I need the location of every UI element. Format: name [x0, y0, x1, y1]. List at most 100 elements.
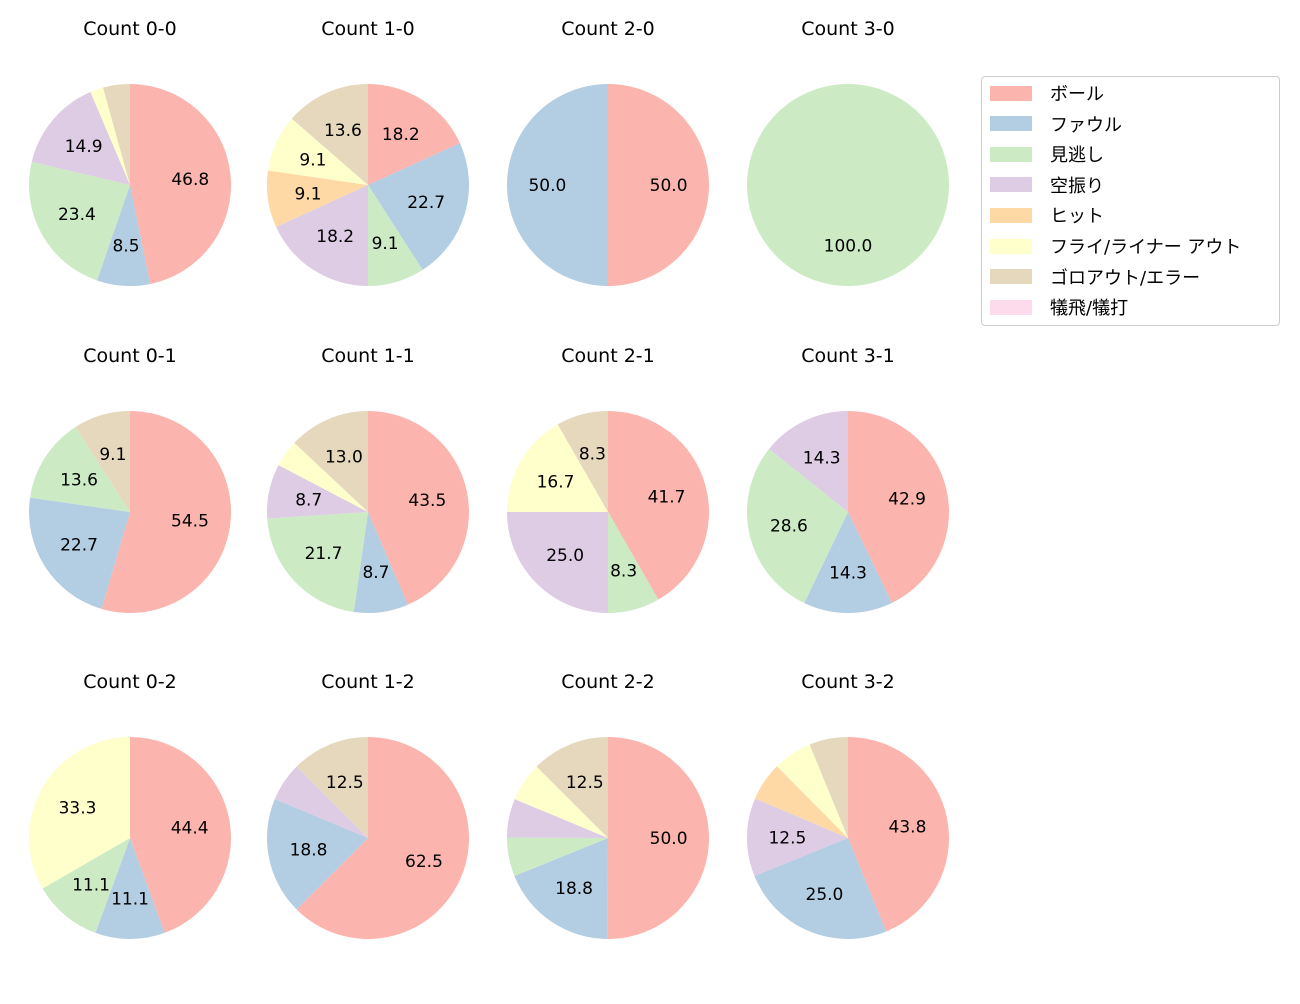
slice-label: 18.2: [316, 227, 354, 247]
pie-slice: [267, 512, 368, 612]
pie-title: Count 2-1: [561, 345, 655, 367]
slice-label: 9.1: [294, 185, 321, 205]
legend-label: ファウル: [1050, 114, 1122, 136]
pie-slice: [276, 185, 368, 286]
pie-slice: [353, 512, 408, 613]
pie-slice: [368, 185, 423, 286]
legend-swatch: [990, 207, 1032, 223]
slice-label: 8.7: [295, 490, 322, 510]
pie-chart: Count 1-2 62.5 18.8 12.5: [267, 671, 469, 940]
pie-slice: [75, 411, 130, 512]
legend-label: ボール: [1050, 84, 1104, 105]
pie-slice: [28, 737, 130, 889]
pie-slice: [776, 744, 848, 838]
pie-slice: [507, 84, 608, 286]
pie-slice: [608, 410, 709, 600]
pie-slice: [848, 737, 949, 932]
pie-chart: Count 0-1 54.5 22.7 13.69.1: [28, 345, 231, 613]
pie-title: Count 2-0: [561, 18, 655, 40]
legend-item: 見逃し: [990, 144, 1104, 167]
pie-slice: [103, 84, 130, 185]
pie-chart: Count 0-2 44.4 11.111.1 33.3: [28, 671, 231, 939]
legend-label: 見逃し: [1050, 145, 1104, 167]
slice-label: 8.3: [579, 444, 606, 464]
legend-item: フライ/ライナー アウト: [990, 236, 1241, 258]
slice-label: 13.6: [324, 121, 362, 141]
legend-label: 犠飛/犠打: [1050, 298, 1129, 320]
pie-title: Count 1-0: [321, 18, 415, 40]
slice-label: 62.5: [405, 852, 443, 872]
pie-slice: [507, 837, 608, 876]
slice-label: 25.0: [546, 546, 584, 566]
slice-label: 14.3: [803, 448, 841, 468]
pie-title: Count 3-1: [801, 345, 895, 367]
pie-slice: [557, 411, 608, 512]
pie-slice: [278, 442, 368, 512]
pie-slice: [274, 766, 368, 838]
pie-slice: [130, 84, 231, 284]
slice-label: 23.4: [58, 205, 96, 225]
pie-slice: [368, 143, 469, 270]
slice-label: 54.5: [171, 512, 209, 532]
pie-title: Count 0-1: [83, 345, 177, 367]
pie-slice: [536, 737, 608, 838]
slice-label: 8.3: [610, 562, 637, 582]
pie-slice: [130, 737, 231, 933]
pie-slice: [368, 83, 460, 185]
pie-slice: [848, 411, 950, 603]
legend-swatch: [990, 85, 1032, 101]
slice-label: 22.7: [60, 536, 98, 556]
pie-slice: [101, 411, 231, 613]
pie-slice: [804, 512, 892, 614]
pie-slice: [809, 737, 848, 838]
slice-label: 22.7: [407, 193, 445, 213]
pie-slice: [28, 161, 131, 281]
legend-swatch: [990, 299, 1032, 315]
pie-slice: [291, 84, 368, 185]
pie-chart: Count 2-0 50.0 50.0: [507, 18, 709, 286]
slice-label: 41.7: [648, 487, 686, 507]
slice-label: 9.1: [99, 445, 126, 465]
pie-slice: [747, 449, 848, 603]
legend-item: ファウル: [990, 114, 1122, 136]
legend-item: 犠飛/犠打: [990, 297, 1129, 320]
pie-title: Count 0-0: [83, 18, 177, 40]
legend-swatch: [990, 269, 1032, 285]
pie-slice: [507, 799, 608, 838]
pie-slice: [755, 766, 848, 838]
slice-label: 8.5: [112, 236, 139, 256]
pie-slice: [95, 838, 165, 939]
slice-label: 12.5: [768, 829, 806, 849]
slice-label: 21.7: [305, 544, 343, 564]
pie-slice: [507, 424, 608, 512]
pie-slice: [514, 766, 608, 838]
slice-label: 8.7: [362, 563, 389, 583]
pie-slice: [96, 185, 151, 287]
slice-label: 16.7: [537, 473, 575, 493]
slice-label: 50.0: [650, 176, 688, 196]
slice-label: 11.1: [72, 875, 110, 895]
pie-slice: [90, 87, 130, 185]
pie-slice: [514, 838, 608, 939]
legend: ボール ファウル 見逃し 空振り ヒット フライ/ライナー アウト ゴロアウト/エラー 犠飛/…: [981, 76, 1280, 326]
legend-item: ゴロアウト/エラー: [990, 267, 1200, 289]
pie-chart: Count 3-2 43.8 25.0 12.5: [746, 671, 949, 939]
pie-slice: [769, 410, 848, 512]
pie-title: Count 3-0: [801, 18, 895, 40]
slice-label: 18.8: [290, 841, 328, 861]
pie-slice: [267, 170, 368, 227]
pie-slice: [608, 512, 659, 613]
slice-label: 44.4: [171, 818, 209, 838]
slice-label: 28.6: [770, 516, 808, 536]
slice-label: 12.5: [566, 773, 604, 793]
slice-label: 13.0: [325, 447, 363, 467]
pie-chart: Count 3-1 42.9 14.3 28.6 14.3: [747, 345, 950, 614]
slice-label: 18.8: [555, 879, 593, 899]
legend-label: 空振り: [1050, 175, 1104, 197]
pie-slice: [507, 512, 608, 613]
pie-chart: Count 3-0 100.0: [747, 18, 949, 286]
pie-slice: [747, 84, 949, 286]
pie-slice: [294, 410, 368, 512]
pie-chart: Count 0-0 46.8 8.5 23.4 14.9: [28, 18, 231, 287]
pie-chart: Count 2-2 50.0 18.8 12.5: [507, 671, 709, 939]
